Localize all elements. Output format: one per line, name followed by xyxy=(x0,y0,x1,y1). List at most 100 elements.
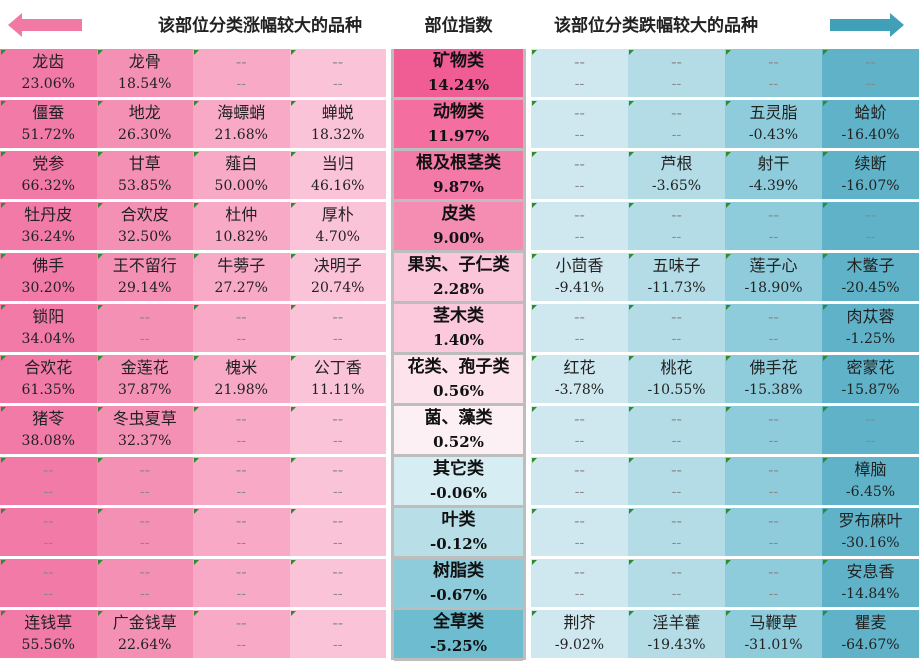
category-name: 矿物类 xyxy=(433,51,484,71)
herb-change: -15.38% xyxy=(744,382,803,398)
fall-cell: 肉苁蓉 -1.25% xyxy=(822,304,919,355)
rise-cell: -- -- xyxy=(193,610,290,661)
herb-name: -- xyxy=(139,460,151,479)
rise-cell: 海螵蛸 21.68% xyxy=(193,100,290,151)
herb-name: 樟脑 xyxy=(854,460,887,479)
fall-cell: -- -- xyxy=(725,304,822,355)
rise-cell: 王不留行 29.14% xyxy=(96,253,193,304)
category-index: 9.87% xyxy=(433,178,484,196)
herb-change: -- xyxy=(768,535,779,551)
right-arrow-icon xyxy=(830,13,904,37)
herb-change: -- xyxy=(768,76,779,92)
herb-name: -- xyxy=(235,409,247,428)
herb-name: -- xyxy=(574,154,585,173)
herb-change: 55.56% xyxy=(21,637,75,653)
herb-name: 合欢皮 xyxy=(120,205,169,224)
herb-change: 66.32% xyxy=(21,178,75,194)
left-arrow-icon xyxy=(8,13,82,37)
rise-cell: -- -- xyxy=(289,49,386,100)
rise-cell: 公丁香 11.11% xyxy=(289,355,386,406)
herb-name: -- xyxy=(768,409,779,428)
herb-name: -- xyxy=(671,511,682,530)
fall-cell: 射干 -4.39% xyxy=(725,151,822,202)
herb-name: 龙齿 xyxy=(32,52,65,71)
herb-name: 王不留行 xyxy=(112,256,177,275)
rise-cell: -- -- xyxy=(193,559,290,610)
rise-cell: -- -- xyxy=(0,559,97,610)
herb-change: -3.65% xyxy=(651,178,702,194)
herb-name: 金莲花 xyxy=(120,358,169,377)
category-index: -0.67% xyxy=(429,586,487,604)
herb-change: -- xyxy=(865,433,876,449)
herb-change: 18.32% xyxy=(311,127,365,143)
rise-row: 连钱草 55.56% 广金钱草 22.64% -- -- -- -- xyxy=(0,610,386,661)
fall-header: 该部位分类跌幅较大的品种 xyxy=(554,15,758,36)
herb-change: -- xyxy=(333,535,343,551)
fall-row: -- -- -- -- -- -- 罗布麻叶 -30.16% xyxy=(531,508,919,559)
index-cell: 动物类 11.97% xyxy=(394,100,523,151)
herb-change: -9.41% xyxy=(554,280,605,296)
herb-name: 牡丹皮 xyxy=(24,205,73,224)
rise-cell: 连钱草 55.56% xyxy=(0,610,97,661)
herb-name: -- xyxy=(42,460,54,479)
rise-cell: 薤白 50.00% xyxy=(193,151,290,202)
fall-row: -- -- -- -- -- -- 肉苁蓉 -1.25% xyxy=(531,304,919,355)
rise-cell: -- -- xyxy=(96,559,193,610)
fall-row: 红花 -3.78% 桃花 -10.55% 佛手花 -15.38% 密蒙花 -15.87% xyxy=(531,355,919,406)
herb-name: 牛蒡子 xyxy=(217,256,266,275)
herb-name: 厚朴 xyxy=(321,205,354,224)
index-cell: 茎木类 1.40% xyxy=(394,304,523,355)
rise-cell: -- -- xyxy=(193,457,290,508)
herb-change: -9.02% xyxy=(554,637,605,653)
herb-change: 53.85% xyxy=(118,178,172,194)
herb-change: -- xyxy=(574,76,585,92)
rise-row: -- -- -- -- -- -- -- -- xyxy=(0,559,386,610)
fall-cell: 续断 -16.07% xyxy=(822,151,919,202)
herb-name: -- xyxy=(768,205,779,224)
herb-name: -- xyxy=(768,52,779,71)
fall-row: -- -- -- -- -- -- -- -- xyxy=(531,406,919,457)
herb-change: 46.16% xyxy=(311,178,365,194)
category-name: 叶类 xyxy=(441,510,476,530)
herb-name: -- xyxy=(768,460,779,479)
fall-cell: 红花 -3.78% xyxy=(531,355,628,406)
herb-name: -- xyxy=(42,511,54,530)
rise-cell: 决明子 20.74% xyxy=(289,253,386,304)
index-cell: 根及根茎类 9.87% xyxy=(394,151,523,202)
herb-change: -- xyxy=(768,331,779,347)
fall-cell: 密蒙花 -15.87% xyxy=(822,355,919,406)
fall-cell: -- -- xyxy=(725,202,822,253)
fall-cell: 马鞭草 -31.01% xyxy=(725,610,822,661)
herb-change: -- xyxy=(671,484,682,500)
index-cell: 皮类 9.00% xyxy=(394,202,523,253)
herb-change: -15.87% xyxy=(841,382,900,398)
fall-cell: -- -- xyxy=(531,100,628,151)
herb-name: 续断 xyxy=(854,154,887,173)
rise-cell: 龙骨 18.54% xyxy=(96,49,193,100)
herb-change: 23.06% xyxy=(21,76,75,92)
herb-name: -- xyxy=(139,307,151,326)
herb-name: -- xyxy=(865,52,876,71)
herb-change: 36.24% xyxy=(21,229,75,245)
fall-cell: -- -- xyxy=(531,559,628,610)
herb-name: 僵蚕 xyxy=(32,103,65,122)
herb-name: -- xyxy=(235,562,247,581)
category-index: 2.28% xyxy=(433,280,484,298)
herb-name: 肉苁蓉 xyxy=(846,307,895,326)
herb-change: -- xyxy=(574,331,585,347)
herb-name: 五灵脂 xyxy=(749,103,798,122)
rise-cell: -- -- xyxy=(289,406,386,457)
herb-name: 党参 xyxy=(32,154,65,173)
category-index: -0.12% xyxy=(429,535,487,553)
herb-change: -- xyxy=(333,433,343,449)
herb-change: -- xyxy=(333,484,343,500)
herb-change: -- xyxy=(574,433,585,449)
herb-change: -- xyxy=(768,229,779,245)
fall-cell: -- -- xyxy=(822,406,919,457)
rise-cell: 杜仲 10.82% xyxy=(193,202,290,253)
herb-name: 锁阳 xyxy=(32,307,65,326)
herb-change: -- xyxy=(140,586,150,602)
fall-cell: -- -- xyxy=(531,49,628,100)
rise-cell: -- -- xyxy=(0,457,97,508)
herb-change: 10.82% xyxy=(214,229,268,245)
